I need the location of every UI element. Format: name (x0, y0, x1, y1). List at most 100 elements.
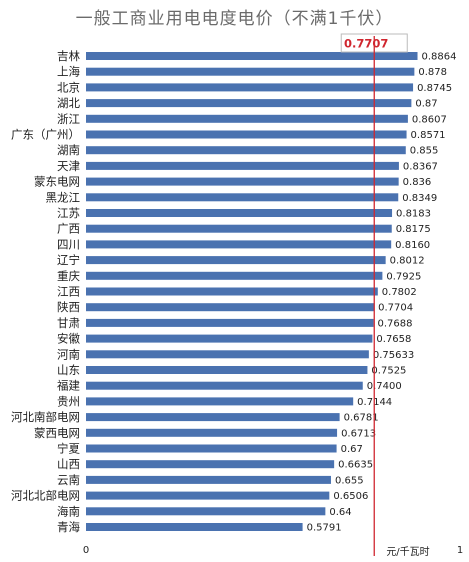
bar-row: 广东（广州） 0.8571 (11, 128, 446, 142)
bar (86, 523, 303, 531)
bar-row: 海南 0.64 (57, 504, 352, 518)
value-label: 0.836 (403, 177, 432, 188)
bar-row: 蒙西电网 0.6713 (34, 426, 376, 440)
bar (86, 193, 399, 202)
value-label: 0.6635 (338, 460, 373, 471)
bar-row: 辽宁 0.8012 (57, 253, 425, 267)
bar-row: 黑龙江 0.8349 (46, 190, 438, 204)
bar-row: 宁夏 0.67 (57, 442, 363, 456)
bar (86, 130, 407, 139)
value-label: 0.655 (335, 475, 364, 486)
value-label: 0.8183 (396, 209, 431, 220)
value-label: 0.6713 (341, 428, 376, 439)
bar-row: 山西 0.6635 (57, 457, 373, 471)
value-label: 0.855 (410, 146, 439, 157)
category-label: 上海 (57, 65, 80, 79)
category-label: 浙江 (57, 112, 80, 126)
bar (86, 83, 414, 92)
x-axis-label: 元/千瓦时 (386, 546, 429, 558)
category-label: 福建 (57, 379, 80, 393)
bar-row: 上海 0.878 (57, 65, 447, 79)
bar (86, 460, 335, 469)
bar (86, 334, 373, 343)
bar (86, 366, 368, 374)
bar-row: 吉林 0.8864 (57, 49, 457, 63)
value-label: 0.8160 (395, 240, 430, 251)
category-label: 蒙西电网 (34, 426, 80, 440)
bar-row: 北京 0.8745 (57, 80, 452, 94)
bar (86, 161, 399, 170)
category-label: 广西 (57, 222, 80, 236)
category-label: 甘肃 (57, 316, 80, 330)
bar (86, 114, 408, 123)
category-label: 河北北部电网 (11, 489, 80, 503)
bar-row: 浙江 0.8607 (57, 112, 447, 126)
category-label: 黑龙江 (46, 190, 81, 204)
category-label: 山东 (57, 363, 80, 377)
bar-row: 重庆 0.7925 (57, 269, 421, 283)
category-label: 辽宁 (57, 253, 80, 267)
bar (86, 428, 338, 437)
bar (86, 52, 418, 60)
bar (86, 209, 393, 217)
bar-row: 陕西 0.7704 (57, 300, 413, 314)
bar (86, 350, 369, 359)
category-label: 吉林 (57, 49, 80, 63)
bar (86, 146, 406, 155)
bar-row: 湖北 0.87 (57, 96, 438, 110)
value-label: 0.7704 (378, 303, 413, 314)
bar-row: 蒙东电网 0.836 (34, 175, 431, 189)
value-label: 0.7525 (371, 366, 406, 377)
bar-row: 河南 0.75633 (57, 347, 414, 361)
category-label: 贵州 (57, 394, 80, 408)
category-label: 北京 (57, 80, 80, 94)
category-label: 山西 (57, 457, 80, 471)
chart-title: 一般工商业用电电度电价（不满1千伏） (75, 9, 394, 29)
x-axis-tick-label: 1 (457, 545, 463, 556)
reference-layer: 0.7707 (340, 33, 408, 556)
bar (86, 491, 330, 500)
category-label: 海南 (57, 504, 80, 518)
value-label: 0.87 (415, 99, 437, 110)
category-label: 重庆 (57, 269, 80, 283)
value-label: 0.5791 (307, 523, 342, 534)
value-label: 0.8012 (390, 256, 425, 267)
bar (86, 507, 326, 516)
category-label: 云南 (57, 473, 80, 487)
bar-row: 广西 0.8175 (57, 222, 431, 236)
category-label: 湖北 (57, 96, 80, 110)
bar (86, 240, 392, 249)
bar-row: 安徽 0.7658 (57, 332, 411, 346)
category-label: 江苏 (57, 206, 80, 220)
value-label: 0.75633 (373, 350, 414, 361)
bar-row: 江西 0.7802 (57, 285, 417, 299)
bar-row: 山东 0.7525 (57, 363, 406, 377)
value-label: 0.878 (418, 67, 447, 78)
value-label: 0.7802 (382, 287, 417, 298)
bar (86, 224, 392, 233)
bar (86, 444, 337, 453)
category-label: 河北南部电网 (11, 410, 80, 424)
value-label: 0.8864 (422, 52, 457, 63)
category-label: 陕西 (57, 300, 80, 314)
category-label: 青海 (57, 520, 80, 534)
reference-value-label: 0.7707 (344, 37, 388, 51)
bar (86, 413, 340, 422)
bar-row: 贵州0.7144 (57, 394, 392, 408)
bar (86, 475, 331, 484)
value-label: 0.7658 (376, 334, 411, 345)
category-label: 蒙东电网 (34, 175, 80, 189)
value-label: 0.64 (329, 507, 351, 518)
bar-row: 天津 0.8367 (57, 159, 438, 173)
value-label: 0.8607 (412, 114, 447, 125)
bar (86, 381, 363, 390)
bars-layer: 吉林 0.8864 上海 0.878 北京 0.8745 湖北 0.87 浙江 0.8607 广东（… (11, 49, 457, 534)
bar-row: 河北南部电网 0.6781 (11, 410, 379, 424)
category-label: 四川 (57, 237, 80, 251)
bar-row: 湖南 0.855 (57, 143, 438, 157)
category-label: 湖南 (57, 143, 80, 157)
bar (86, 67, 415, 76)
bar (86, 256, 386, 265)
value-label: 0.8349 (402, 193, 437, 204)
